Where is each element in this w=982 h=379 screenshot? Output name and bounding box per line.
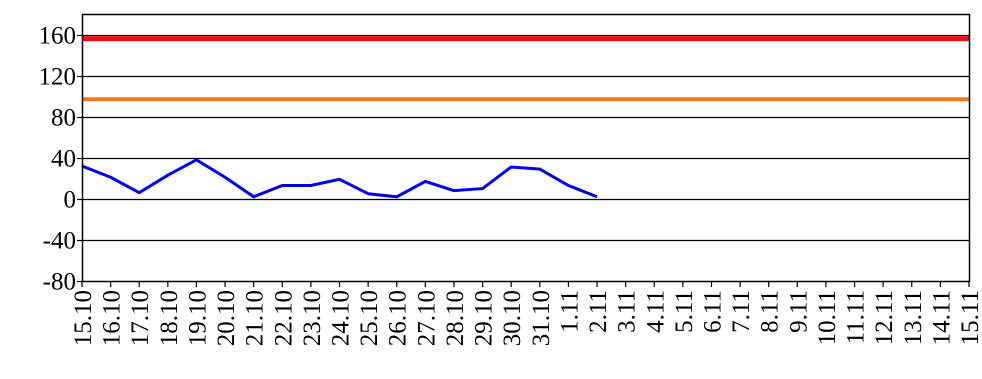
y-tick-label: 120 xyxy=(39,64,77,91)
x-tick-label: 21.10 xyxy=(242,290,269,346)
x-tick-label: 24.10 xyxy=(328,290,355,346)
x-tick-label: 5.11 xyxy=(671,290,698,333)
y-tick-label: 80 xyxy=(51,105,76,132)
x-tick-label: 29.10 xyxy=(471,290,498,346)
reference-lines xyxy=(82,39,969,100)
plot-frame xyxy=(83,15,970,282)
x-tick-label: 27.10 xyxy=(413,290,440,346)
y-tick-label: 160 xyxy=(39,23,77,50)
x-tick-label: 11.11 xyxy=(843,290,870,344)
x-tick-label: 13.11 xyxy=(900,290,927,345)
x-tick-label: 30.10 xyxy=(499,290,526,346)
x-tick-label: 18.10 xyxy=(156,290,183,346)
x-tick-label: 14.11 xyxy=(928,290,955,345)
x-tick-label: 7.11 xyxy=(728,290,755,333)
x-tick-label: 12.11 xyxy=(871,290,898,345)
x-tick-label: 10.11 xyxy=(814,290,841,345)
y-tick-label: -40 xyxy=(43,228,76,255)
x-tick-label: 20.10 xyxy=(213,290,240,346)
y-tick-label: 0 xyxy=(64,187,77,214)
x-tick-label: 15.11 xyxy=(957,290,982,345)
x-tick-label: 26.10 xyxy=(385,290,412,346)
x-tick-label: 15.10 xyxy=(70,290,97,346)
x-tick-label: 9.11 xyxy=(785,290,812,333)
x-tick-label: 8.11 xyxy=(757,290,784,333)
series-line xyxy=(82,160,597,197)
x-tick-label: 19.10 xyxy=(184,290,211,346)
x-tick-label: 3.11 xyxy=(614,290,641,333)
x-tick-label: 25.10 xyxy=(356,290,383,346)
y-tick-label: 40 xyxy=(51,146,76,173)
x-tick-label: 1.11 xyxy=(556,290,583,333)
x-tick-label: 28.10 xyxy=(442,290,469,346)
x-tick-label: 16.10 xyxy=(99,290,126,346)
gridlines xyxy=(82,36,969,241)
x-tick-label: 2.11 xyxy=(585,290,612,333)
plot-border xyxy=(83,15,970,282)
x-tick-label: 6.11 xyxy=(699,290,726,333)
x-tick-label: 22.10 xyxy=(270,290,297,346)
x-tick-label: 17.10 xyxy=(127,290,154,346)
x-tick-label: 4.11 xyxy=(642,290,669,333)
x-tick-label: 31.10 xyxy=(528,290,555,346)
series-layer xyxy=(82,160,597,197)
x-tick-label: 23.10 xyxy=(299,290,326,346)
